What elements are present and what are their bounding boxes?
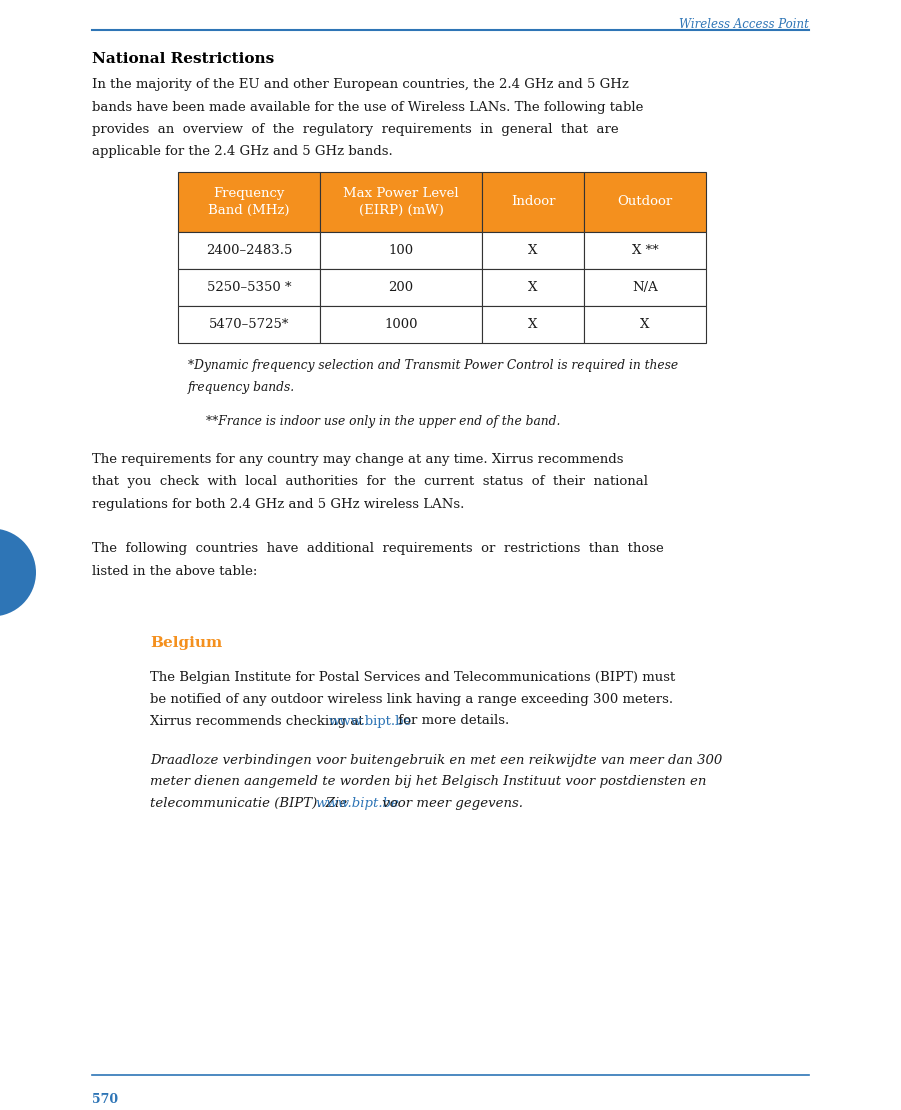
Text: for more details.: for more details. (394, 715, 509, 727)
Text: meter dienen aangemeld te worden bij het Belgisch Instituut voor postdiensten en: meter dienen aangemeld te worden bij het… (150, 776, 706, 788)
Circle shape (0, 528, 36, 616)
Text: www.bipt.be: www.bipt.be (315, 797, 399, 810)
Text: provides  an  overview  of  the  regulatory  requirements  in  general  that  ar: provides an overview of the regulatory r… (92, 123, 619, 137)
Bar (178, 172, 320, 232)
Text: Wireless Access Point: Wireless Access Point (679, 18, 809, 31)
Text: 200: 200 (388, 281, 414, 294)
Bar (584, 306, 706, 343)
Text: N/A: N/A (633, 281, 658, 294)
Text: Belgium: Belgium (150, 636, 223, 649)
Text: voor meer gegevens.: voor meer gegevens. (378, 797, 523, 810)
Text: X: X (528, 281, 538, 294)
Text: listed in the above table:: listed in the above table: (92, 565, 258, 578)
Text: Outdoor: Outdoor (617, 195, 673, 209)
Text: applicable for the 2.4 GHz and 5 GHz bands.: applicable for the 2.4 GHz and 5 GHz ban… (92, 145, 393, 159)
Bar (320, 172, 482, 232)
Text: regulations for both 2.4 GHz and 5 GHz wireless LANs.: regulations for both 2.4 GHz and 5 GHz w… (92, 498, 464, 511)
Text: X: X (528, 244, 538, 258)
Bar (584, 269, 706, 306)
Text: Max Power Level
(EIRP) (mW): Max Power Level (EIRP) (mW) (343, 188, 459, 216)
Text: Xirrus recommends checking at: Xirrus recommends checking at (150, 715, 368, 727)
Text: X **: X ** (632, 244, 659, 258)
Text: www.bipt.be: www.bipt.be (329, 715, 412, 727)
Text: The  following  countries  have  additional  requirements  or  restrictions  tha: The following countries have additional … (92, 543, 664, 555)
Text: 5470–5725*: 5470–5725* (209, 317, 289, 331)
Text: Indoor: Indoor (511, 195, 555, 209)
Text: The Belgian Institute for Postal Services and Telecommunications (BIPT) must: The Belgian Institute for Postal Service… (150, 672, 675, 685)
Text: 1000: 1000 (384, 317, 418, 331)
Text: **France is indoor use only in the upper end of the band.: **France is indoor use only in the upper… (206, 415, 560, 428)
Text: be notified of any outdoor wireless link having a range exceeding 300 meters.: be notified of any outdoor wireless link… (150, 693, 673, 706)
Text: frequency bands.: frequency bands. (188, 381, 296, 394)
Text: Frequency
Band (MHz): Frequency Band (MHz) (208, 188, 290, 216)
Text: 2400–2483.5: 2400–2483.5 (205, 244, 292, 258)
Bar (178, 269, 320, 306)
Bar (482, 172, 584, 232)
Text: bands have been made available for the use of Wireless LANs. The following table: bands have been made available for the u… (92, 101, 643, 113)
Bar (320, 232, 482, 269)
Bar (584, 172, 706, 232)
Text: that  you  check  with  local  authorities  for  the  current  status  of  their: that you check with local authorities fo… (92, 475, 648, 488)
Bar (482, 232, 584, 269)
Bar (584, 232, 706, 269)
Bar (482, 269, 584, 306)
Text: In the majority of the EU and other European countries, the 2.4 GHz and 5 GHz: In the majority of the EU and other Euro… (92, 78, 629, 91)
Text: 570: 570 (92, 1093, 118, 1106)
Text: X: X (528, 317, 538, 331)
Bar (482, 306, 584, 343)
Text: telecommunicatie (BIPT). Zie: telecommunicatie (BIPT). Zie (150, 797, 351, 810)
Bar (178, 232, 320, 269)
Text: National Restrictions: National Restrictions (92, 52, 274, 65)
Bar (320, 269, 482, 306)
Bar (178, 306, 320, 343)
Text: Draadloze verbindingen voor buitengebruik en met een reikwijdte van meer dan 300: Draadloze verbindingen voor buitengebrui… (150, 754, 723, 767)
Text: *Dynamic frequency selection and Transmit Power Control is required in these: *Dynamic frequency selection and Transmi… (188, 359, 678, 372)
Text: 100: 100 (388, 244, 414, 258)
Text: X: X (641, 317, 650, 331)
Bar (320, 306, 482, 343)
Text: The requirements for any country may change at any time. Xirrus recommends: The requirements for any country may cha… (92, 453, 623, 466)
Text: 5250–5350 *: 5250–5350 * (206, 281, 291, 294)
